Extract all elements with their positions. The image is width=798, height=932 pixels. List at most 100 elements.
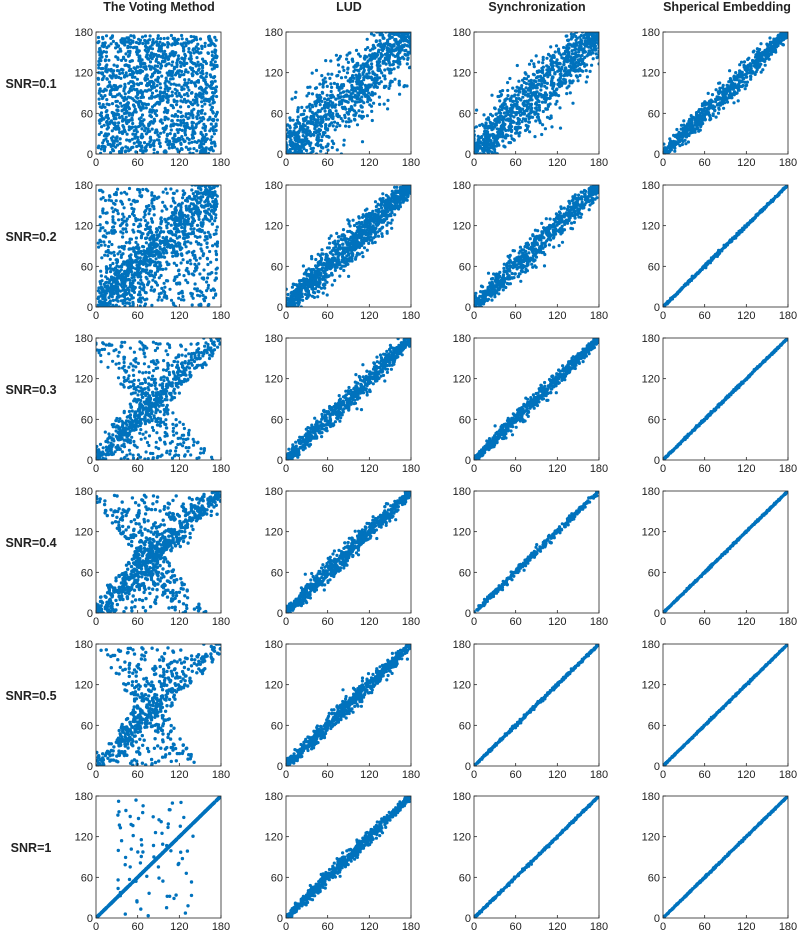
data-point [528,85,533,89]
data-point [380,47,384,52]
data-point [682,123,686,127]
data-point [553,72,557,76]
data-point [323,109,327,113]
data-point [568,91,572,95]
data-point [516,106,520,110]
data-point [200,96,204,100]
data-point [118,142,122,146]
data-point [209,122,213,126]
data-point [527,112,531,116]
data-point [163,49,167,54]
data-point [97,82,101,86]
data-point [200,119,204,123]
data-point [569,32,574,36]
data-point [114,84,118,88]
data-point [583,55,587,60]
y-tick-label: 60 [271,108,283,120]
data-point [288,118,292,122]
data-point [539,93,544,97]
data-point [349,76,353,81]
data-point [689,114,693,118]
data-point [337,96,341,100]
data-point [565,92,569,96]
data-point [352,95,357,99]
data-point [163,106,167,110]
data-point [490,150,494,154]
y-tick-label: 60 [648,108,660,120]
data-point [107,80,112,84]
data-point [143,77,147,81]
data-point [484,121,488,125]
data-point [377,95,381,99]
data-point [742,60,747,64]
data-point [122,103,127,107]
data-point [161,200,165,204]
data-point [377,81,381,85]
data-point [150,127,154,131]
data-point [357,97,362,101]
data-point [198,145,202,150]
data-point [555,87,559,91]
x-tick-label: 0 [283,157,289,169]
data-point [173,42,177,47]
data-point [576,58,581,62]
data-point [517,90,522,94]
data-point [381,36,385,40]
data-point [182,298,186,302]
data-point [106,142,110,146]
data-point [486,151,490,154]
data-point [192,51,196,55]
data-point [742,76,746,81]
data-point [362,78,366,82]
data-point [533,135,537,139]
data-point [110,242,114,247]
row-label-snr-1: SNR=1 [10,841,52,855]
data-point [376,60,380,64]
data-point [137,102,141,106]
data-point [335,125,339,129]
data-point [201,72,205,76]
data-point [320,107,324,111]
data-point [351,79,355,83]
data-point [480,147,485,151]
data-point [131,97,135,101]
data-point [202,78,206,82]
data-point [406,50,410,55]
data-point [191,98,195,102]
data-point [125,74,129,78]
data-point [133,107,137,111]
data-point [760,56,764,60]
data-point [517,79,521,83]
data-point [186,94,190,98]
data-point [294,136,298,140]
data-point [132,84,136,88]
data-point [701,108,705,112]
data-point [148,145,152,149]
data-point [569,61,573,65]
data-point [308,107,312,111]
data-point [118,137,122,141]
data-point [123,92,127,96]
data-point [295,118,299,122]
data-point [172,114,177,118]
data-point [127,81,131,85]
data-point [103,58,108,62]
data-point [541,71,545,75]
data-point [154,109,159,113]
data-point [101,141,105,145]
data-point [549,59,553,63]
data-point [518,87,523,91]
data-point [584,69,588,73]
data-point [143,48,147,52]
x-tick-label: 120 [170,157,188,169]
data-point [180,225,184,230]
data-point [346,60,350,64]
data-point [344,120,348,124]
data-point [517,134,521,138]
data-point [208,249,212,254]
data-point [210,141,214,145]
data-point [116,57,120,62]
data-point [574,74,579,78]
data-point [749,69,753,73]
data-point [561,81,565,85]
